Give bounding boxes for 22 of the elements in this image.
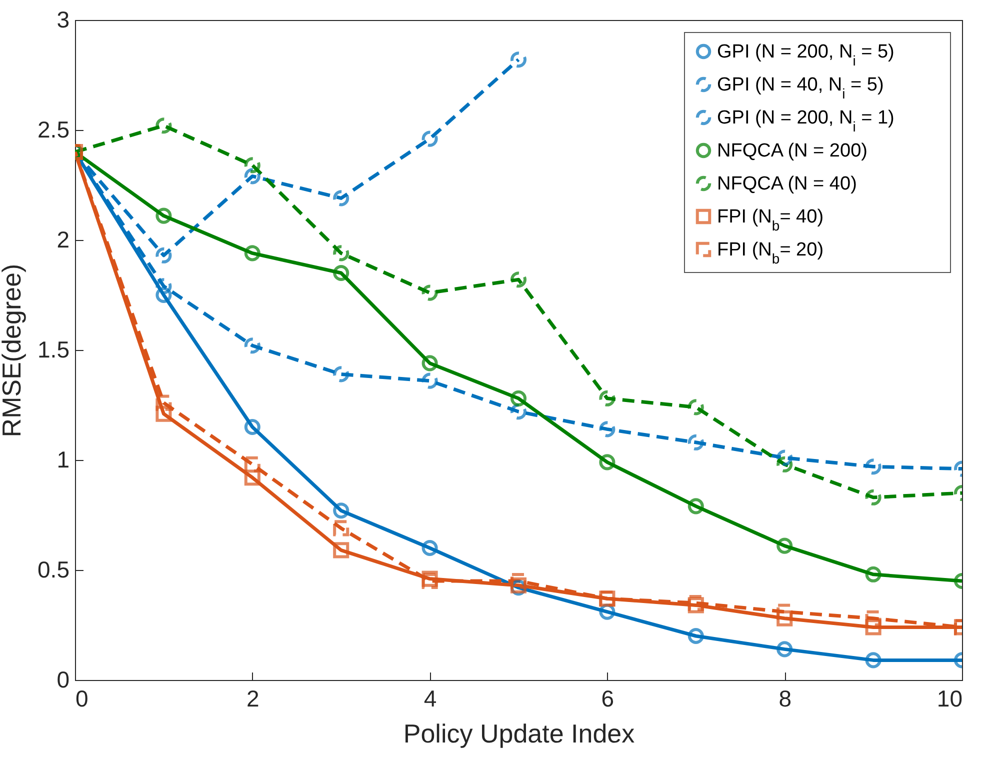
y-tick-label: 0 [56, 666, 70, 692]
y-tick-label: 2 [56, 226, 70, 252]
x-tick-label: 10 [936, 686, 962, 712]
x-tick-label: 4 [424, 686, 437, 712]
legend-label: FPI (N$_{b}$= 40) [717, 206, 824, 234]
legend-label: GPI (N = 40, N$_{i}$ = 5) [717, 74, 884, 102]
x-tick-label: 8 [778, 686, 792, 712]
x-axis-title: Policy Update Index [403, 718, 635, 748]
legend-label: FPI (N$_{b}$= 20) [717, 240, 824, 266]
x-tick-label: 0 [76, 686, 88, 712]
legend-label: GPI (N = 200, N$_{i}$ = 1) [717, 108, 894, 134]
legend-label: NFQCA (N = 200) [717, 140, 868, 162]
y-tick-label: 1 [56, 446, 70, 472]
y-tick-label: 2.5 [38, 116, 70, 142]
x-tick-label: 6 [601, 686, 614, 712]
legend-label: NFQCA (N = 40) [717, 174, 857, 194]
y-tick-label: 1.5 [38, 336, 70, 362]
y-tick-label: 3 [56, 6, 70, 32]
legend-label: GPI (N = 200, N$_{i}$ = 5) [717, 42, 894, 68]
y-tick-label: 0.5 [38, 556, 70, 582]
x-tick-label: 2 [246, 686, 260, 712]
y-axis-title: RMSE(degree) [0, 264, 27, 438]
